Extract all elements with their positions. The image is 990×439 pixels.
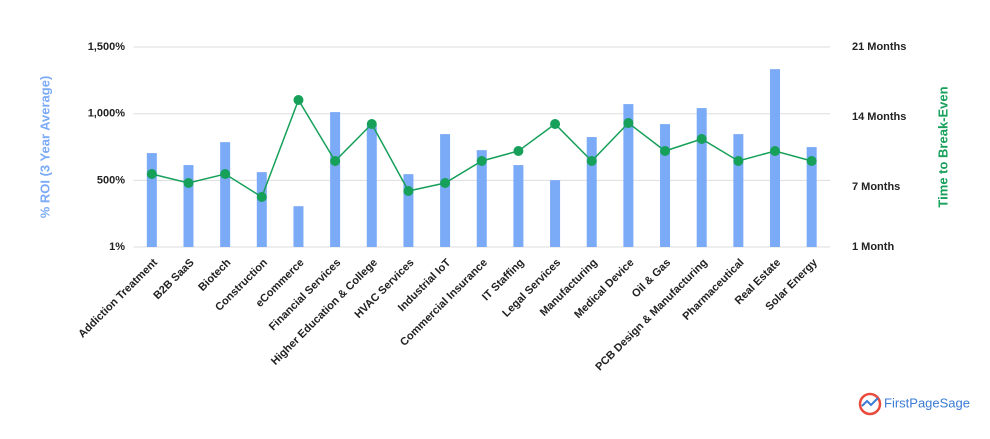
bar: [440, 134, 451, 247]
bar: [696, 108, 707, 247]
bar: [623, 104, 634, 247]
bar: [146, 153, 157, 247]
line-point: [183, 178, 194, 188]
bar: [220, 142, 231, 247]
logo: FirstPageSage: [858, 392, 970, 416]
bar: [403, 174, 414, 247]
y-tick-label: 1%: [109, 241, 125, 253]
bar: [550, 180, 561, 247]
bar: [366, 125, 377, 247]
y2-axis-title: Time to Break-Even: [935, 86, 950, 207]
watermark: FirstPageSage: [884, 395, 970, 410]
bar: [293, 206, 304, 247]
line-point: [806, 156, 817, 166]
bar: [256, 172, 267, 247]
bar: [476, 150, 487, 247]
line-point: [476, 156, 487, 166]
line-point: [550, 119, 561, 129]
logo-icon-line: [861, 397, 879, 407]
y-tick-label: 1,500%: [88, 41, 126, 53]
line-point: [660, 146, 671, 156]
y-tick-label: 1,000%: [88, 108, 126, 120]
bar: [513, 165, 524, 247]
line-point: [293, 95, 304, 105]
bar: [660, 124, 671, 247]
line-point: [403, 186, 414, 196]
line-point: [696, 134, 707, 144]
y-tick-label: 500%: [97, 174, 125, 186]
bar: [806, 147, 817, 247]
line-point: [146, 169, 157, 179]
bar: [183, 165, 194, 247]
line-point: [220, 169, 231, 179]
y2-tick-label: 1 Month: [852, 241, 894, 253]
bar: [770, 69, 781, 247]
bar: [330, 112, 341, 247]
line-point: [586, 156, 597, 166]
logo-icon: [858, 392, 882, 416]
y2-tick-label: 7 Months: [852, 181, 900, 193]
line-point: [330, 156, 341, 166]
y-axis-title: % ROI (3 Year Average): [37, 76, 52, 219]
line-point: [770, 146, 781, 156]
y2-tick-label: 21 Months: [852, 41, 906, 53]
line-point: [513, 146, 524, 156]
line-point: [256, 192, 267, 202]
line-point: [733, 156, 744, 166]
bar: [733, 134, 744, 247]
bar: [586, 137, 597, 247]
y2-tick-label: 14 Months: [852, 111, 906, 123]
line-point: [623, 118, 634, 128]
line-point: [366, 119, 377, 129]
line-point: [440, 178, 451, 188]
